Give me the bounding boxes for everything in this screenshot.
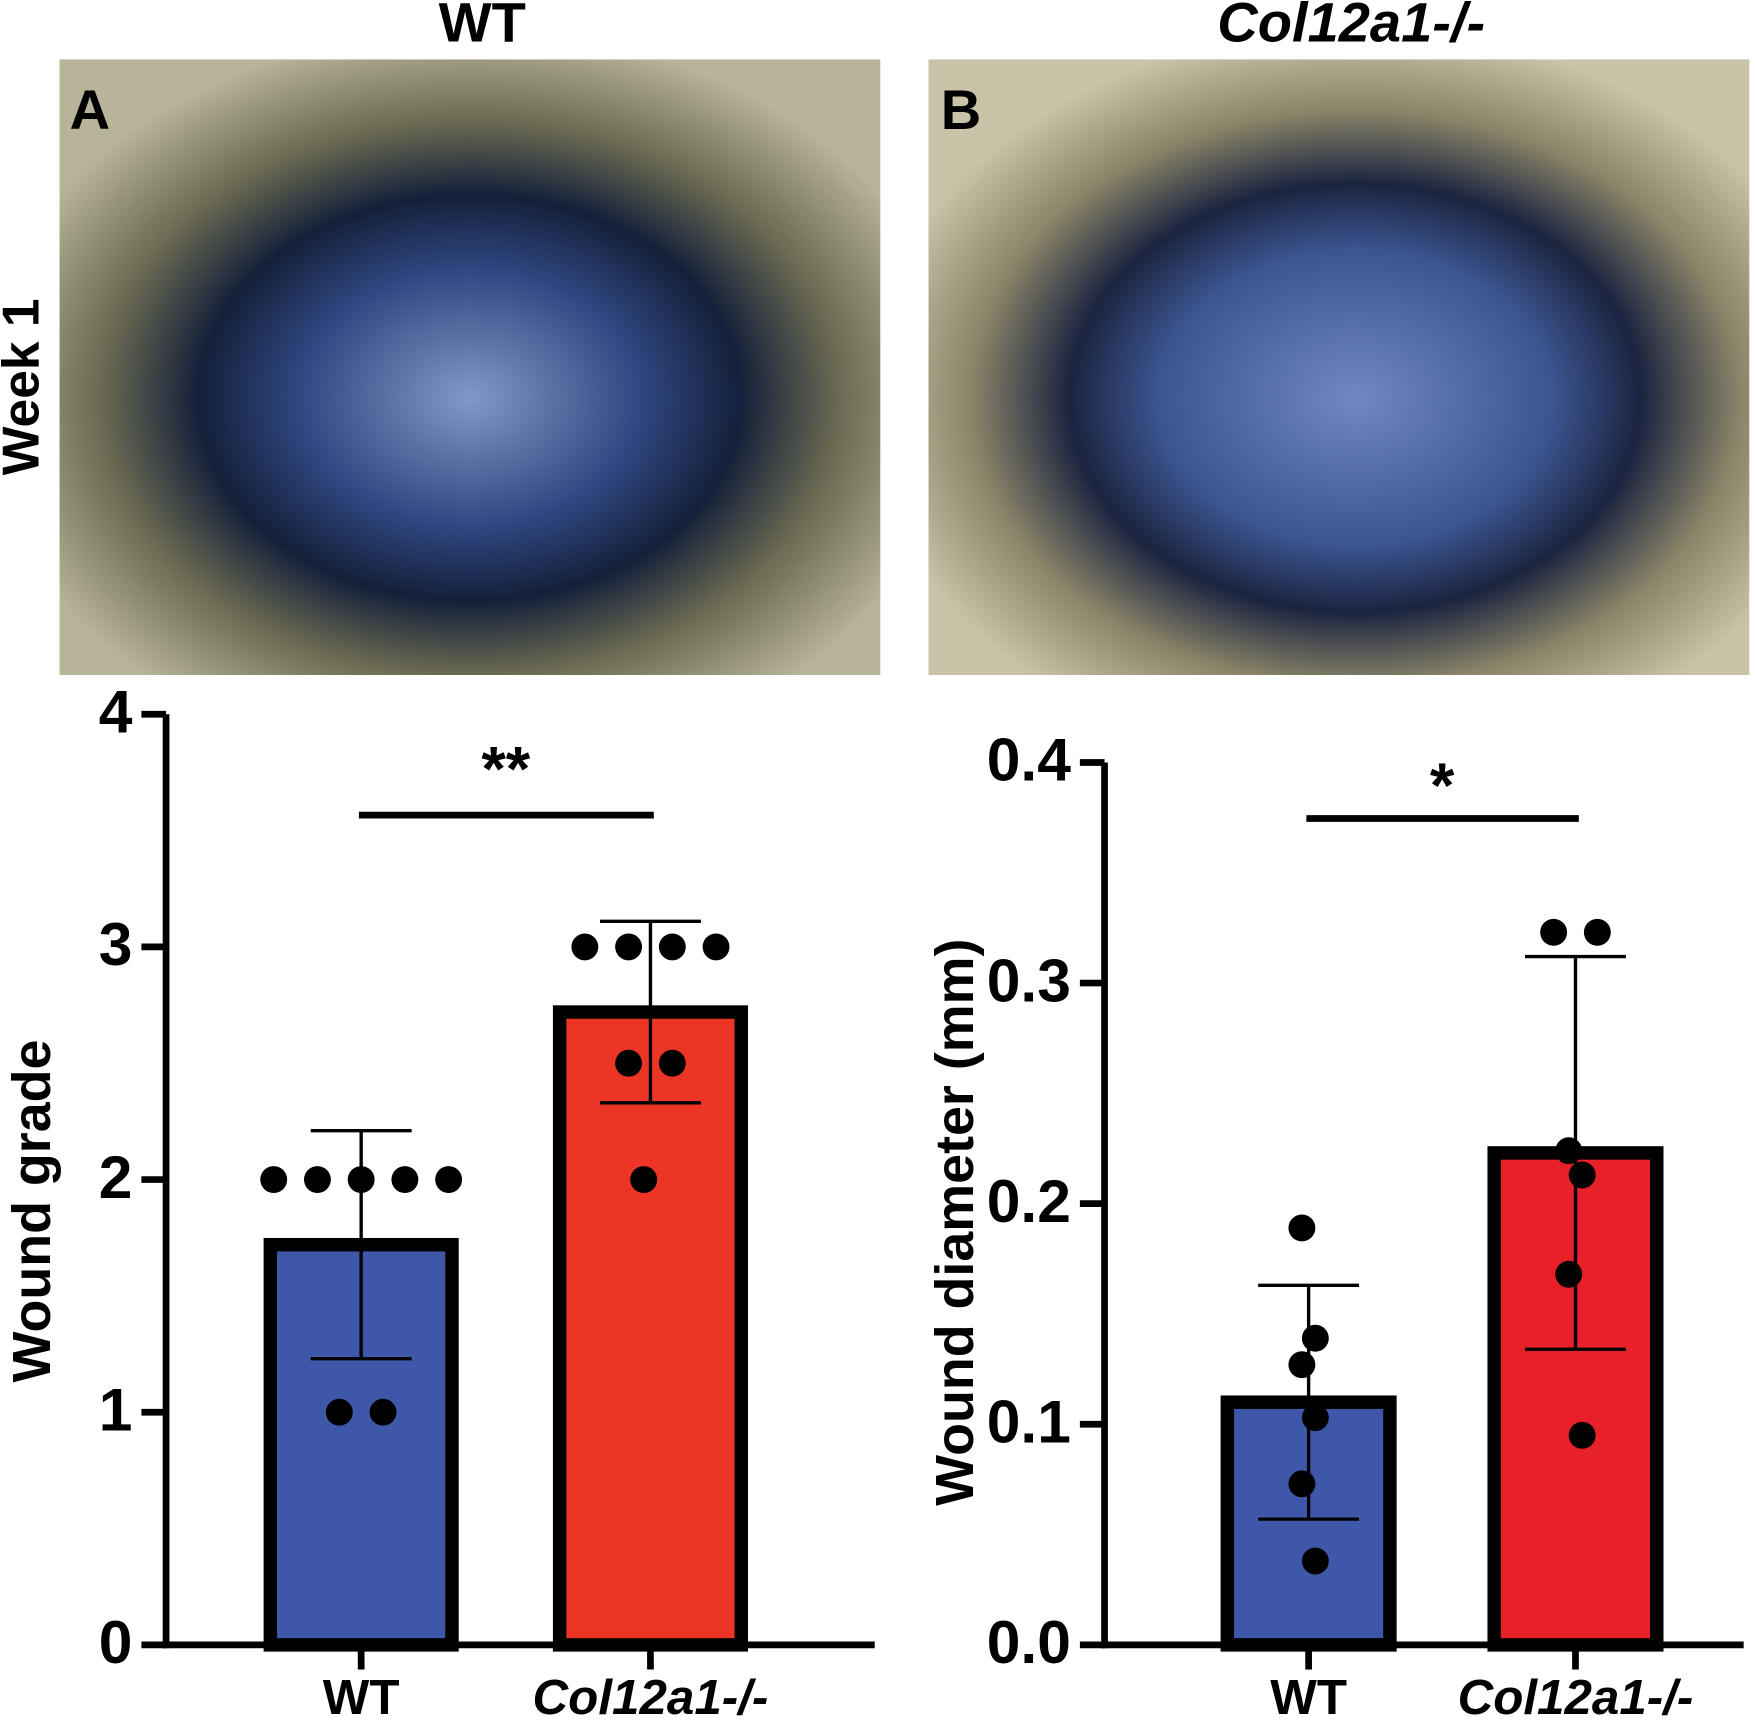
significance-label: ** (481, 734, 530, 804)
row-label: Week 1 (0, 298, 49, 475)
data-point (1568, 1161, 1596, 1189)
column-title: Col12a1-/- (1217, 0, 1485, 54)
data-point (303, 1166, 331, 1194)
y-axis-label: Wound diameter (mm) (925, 939, 985, 1506)
y-tick-label: 3 (99, 910, 133, 978)
column-title: WT (439, 0, 526, 54)
data-point (369, 1398, 397, 1426)
significance-label: * (1430, 751, 1455, 821)
y-tick-label: 0 (99, 1608, 133, 1676)
data-point (658, 933, 686, 961)
data-point (1540, 918, 1568, 946)
data-point (702, 933, 730, 961)
x-tick-label: Col12a1-/- (1458, 1670, 1694, 1720)
data-point (391, 1166, 419, 1194)
data-point (571, 933, 599, 961)
x-tick-label: Col12a1-/- (533, 1670, 769, 1720)
photo-wt (59, 59, 881, 675)
data-point (325, 1398, 353, 1426)
data-point (1301, 1404, 1329, 1432)
data-point (1301, 1324, 1329, 1352)
y-tick-label: 1 (99, 1375, 133, 1443)
y-tick-label: 4 (99, 677, 133, 745)
data-point (1301, 1547, 1329, 1575)
data-point (658, 1049, 686, 1077)
data-point (630, 1166, 658, 1194)
data-point (260, 1166, 288, 1194)
data-point (615, 933, 643, 961)
y-axis-label: Wound grade (2, 1040, 62, 1383)
data-point (1288, 1470, 1316, 1498)
y-tick-label: 0.1 (987, 1388, 1071, 1456)
data-point (1555, 1260, 1583, 1288)
y-tick-label: 0.0 (987, 1608, 1071, 1676)
data-point (615, 1049, 643, 1077)
y-tick-label: 0.4 (987, 726, 1071, 794)
x-tick-label: WT (323, 1670, 400, 1720)
y-tick-label: 2 (99, 1143, 133, 1211)
panel-label: A (70, 78, 110, 141)
data-point (1583, 918, 1611, 946)
photo-col12a1 (928, 59, 1750, 675)
panel-label: B (941, 78, 981, 141)
bar (552, 1005, 748, 1652)
y-tick-label: 0.2 (987, 1167, 1071, 1235)
y-tick-label: 0.3 (987, 946, 1071, 1014)
x-tick-label: WT (1270, 1670, 1347, 1720)
data-point (347, 1166, 375, 1194)
data-point (1288, 1214, 1316, 1242)
data-point (435, 1166, 463, 1194)
data-point (1288, 1351, 1316, 1379)
data-point (1568, 1421, 1596, 1449)
data-point (1555, 1137, 1583, 1165)
